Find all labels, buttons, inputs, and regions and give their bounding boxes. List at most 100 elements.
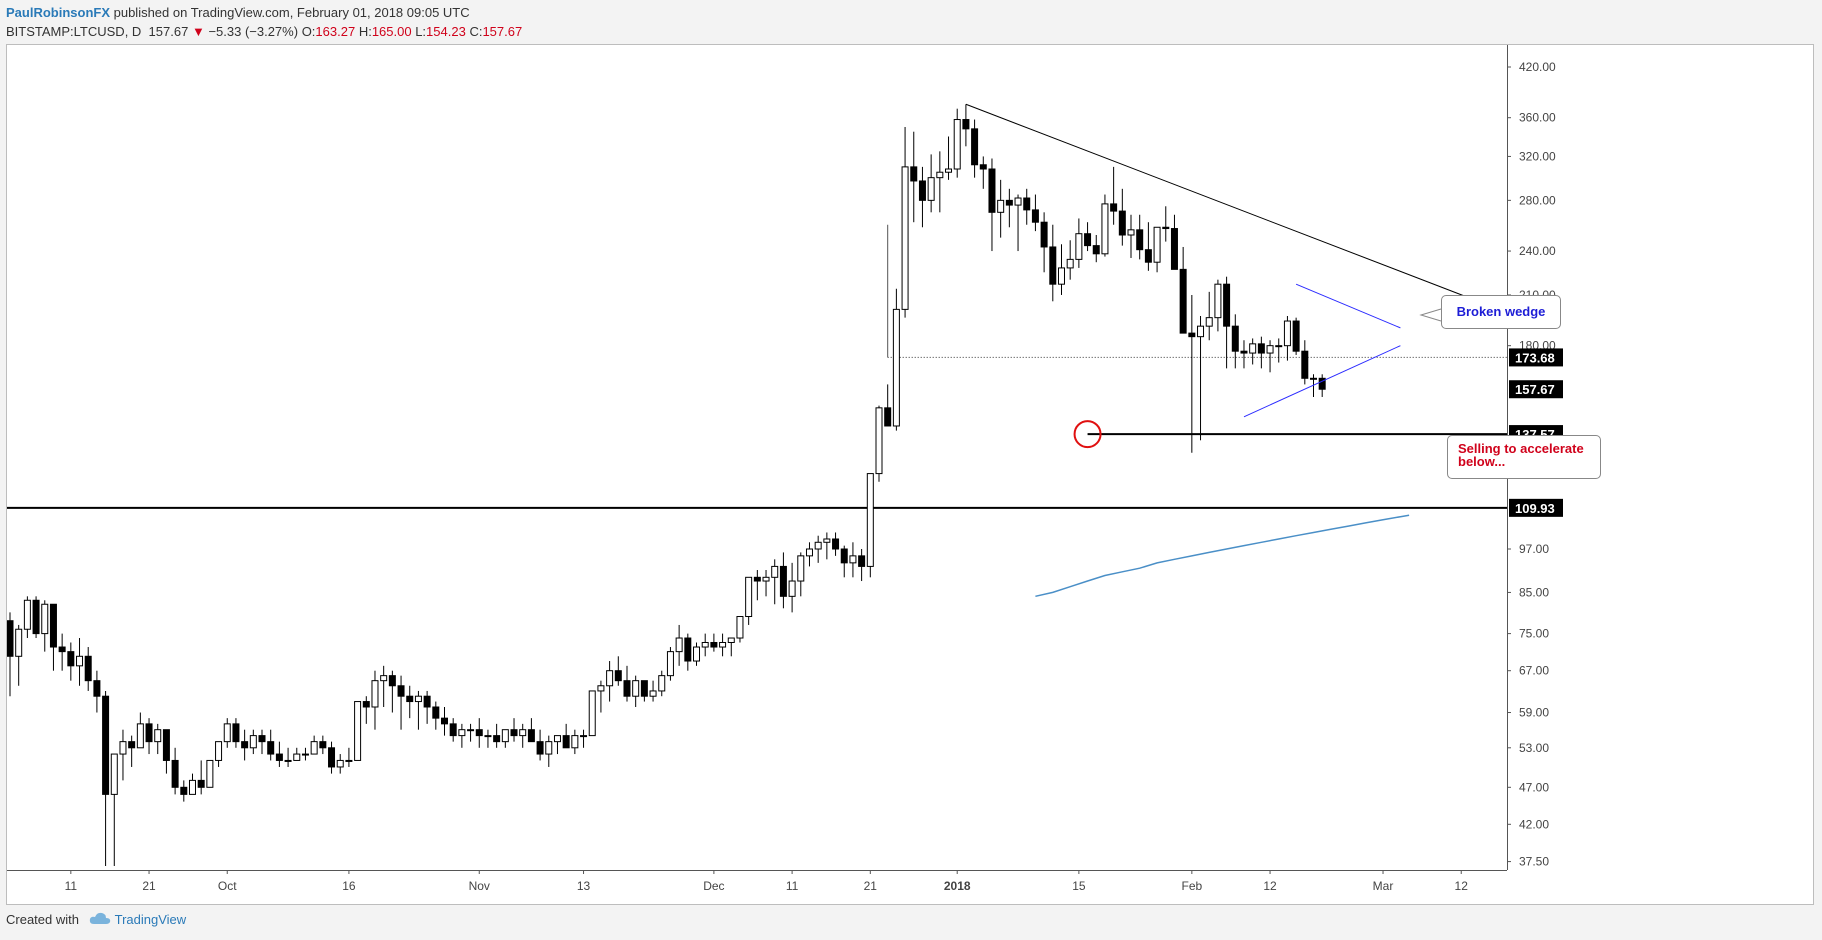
candle-body[interactable] <box>397 685 405 697</box>
candle-body[interactable] <box>145 723 153 743</box>
candle-body[interactable] <box>319 741 327 749</box>
candle-body[interactable] <box>1188 332 1196 338</box>
candle-body[interactable] <box>927 177 935 201</box>
candle-body[interactable] <box>197 779 205 788</box>
candle-body[interactable] <box>545 741 553 755</box>
candle-body[interactable] <box>232 723 240 743</box>
candle-body[interactable] <box>1318 377 1326 390</box>
candle-body[interactable] <box>388 675 396 687</box>
candle-body[interactable] <box>249 735 257 749</box>
candle-body[interactable] <box>119 741 127 755</box>
candle-body[interactable] <box>41 603 49 635</box>
candle-body[interactable] <box>1075 233 1083 260</box>
candle-body[interactable] <box>1084 233 1092 247</box>
candle-body[interactable] <box>1205 317 1213 327</box>
candle-body[interactable] <box>501 729 509 743</box>
candle-body[interactable] <box>866 473 874 567</box>
candle-body[interactable] <box>875 407 883 475</box>
candle-body[interactable] <box>1005 199 1013 206</box>
candle-body[interactable] <box>736 616 744 639</box>
downtrend-line[interactable] <box>965 103 1471 299</box>
candle-body[interactable] <box>945 168 953 173</box>
candle-body[interactable] <box>310 741 318 755</box>
candle-body[interactable] <box>666 651 674 677</box>
candle-body[interactable] <box>936 171 944 179</box>
tradingview-brand[interactable]: TradingView <box>114 912 187 927</box>
candle-body[interactable] <box>1092 245 1100 255</box>
candle-body[interactable] <box>649 690 657 697</box>
candle-body[interactable] <box>814 541 822 550</box>
candle-body[interactable] <box>519 729 527 737</box>
candle-body[interactable] <box>258 735 266 743</box>
candle-body[interactable] <box>241 741 249 749</box>
candle-body[interactable] <box>1275 345 1283 348</box>
candle-body[interactable] <box>1118 210 1126 236</box>
candle-body[interactable] <box>180 786 188 795</box>
candle-body[interactable] <box>597 685 605 692</box>
candle-body[interactable] <box>371 680 379 708</box>
candle-body[interactable] <box>1049 246 1057 285</box>
candle-body[interactable] <box>997 199 1005 213</box>
candle-body[interactable] <box>753 576 761 582</box>
candle-body[interactable] <box>832 538 840 550</box>
candle-body[interactable] <box>527 729 535 743</box>
candle-body[interactable] <box>76 655 84 667</box>
candle-body[interactable] <box>328 747 336 768</box>
candle-body[interactable] <box>336 759 344 768</box>
candle-body[interactable] <box>354 701 362 761</box>
candle-body[interactable] <box>1310 377 1317 380</box>
candle-body[interactable] <box>805 548 813 557</box>
candle-body[interactable] <box>918 180 926 201</box>
candle-body[interactable] <box>553 735 561 743</box>
candle-body[interactable] <box>293 753 301 761</box>
candle-body[interactable] <box>493 735 501 743</box>
candle-body[interactable] <box>858 555 866 567</box>
candle-body[interactable] <box>979 164 987 170</box>
candle-body[interactable] <box>1014 197 1022 206</box>
candle-body[interactable] <box>467 729 475 732</box>
candle-body[interactable] <box>1031 209 1039 223</box>
candle-body[interactable] <box>562 735 570 749</box>
candle-body[interactable] <box>128 741 136 749</box>
candle-body[interactable] <box>449 723 457 737</box>
candle-body[interactable] <box>110 753 118 795</box>
candle-body[interactable] <box>484 735 492 738</box>
candle-body[interactable] <box>675 637 683 653</box>
candle-body[interactable] <box>953 119 961 170</box>
candle-body[interactable] <box>423 695 431 708</box>
candle-body[interactable] <box>1127 229 1135 236</box>
candle-body[interactable] <box>32 599 40 635</box>
candle-body[interactable] <box>1153 226 1161 263</box>
candle-body[interactable] <box>154 729 162 743</box>
candle-body[interactable] <box>67 651 75 667</box>
candle-body[interactable] <box>284 759 292 762</box>
candle-body[interactable] <box>892 308 900 427</box>
candle-body[interactable] <box>849 555 857 564</box>
candle-body[interactable] <box>1283 320 1291 347</box>
candle-body[interactable] <box>1231 325 1239 352</box>
candle-body[interactable] <box>301 753 309 756</box>
candle-body[interactable] <box>788 580 796 597</box>
candle-body[interactable] <box>267 741 275 755</box>
candle-body[interactable] <box>606 670 614 687</box>
broken-wedge-callout[interactable]: Broken wedge <box>1441 295 1561 329</box>
candle-body[interactable] <box>571 735 579 749</box>
candle-body[interactable] <box>1214 283 1222 319</box>
candle-body[interactable] <box>15 628 23 657</box>
candle-body[interactable] <box>345 759 353 762</box>
candle-body[interactable] <box>884 407 892 427</box>
candle-body[interactable] <box>1266 345 1274 354</box>
candle-body[interactable] <box>93 680 101 697</box>
candle-body[interactable] <box>162 729 170 761</box>
candle-body[interactable] <box>206 759 214 788</box>
candle-body[interactable] <box>971 128 979 166</box>
candle-body[interactable] <box>1023 197 1031 211</box>
candle-body[interactable] <box>719 641 727 648</box>
candle-body[interactable] <box>171 759 179 788</box>
candle-body[interactable] <box>710 641 718 648</box>
candle-body[interactable] <box>701 641 709 648</box>
candle-body[interactable] <box>475 729 483 737</box>
candle-body[interactable] <box>1301 350 1309 379</box>
candle-body[interactable] <box>458 729 466 737</box>
candle-body[interactable] <box>432 706 440 719</box>
